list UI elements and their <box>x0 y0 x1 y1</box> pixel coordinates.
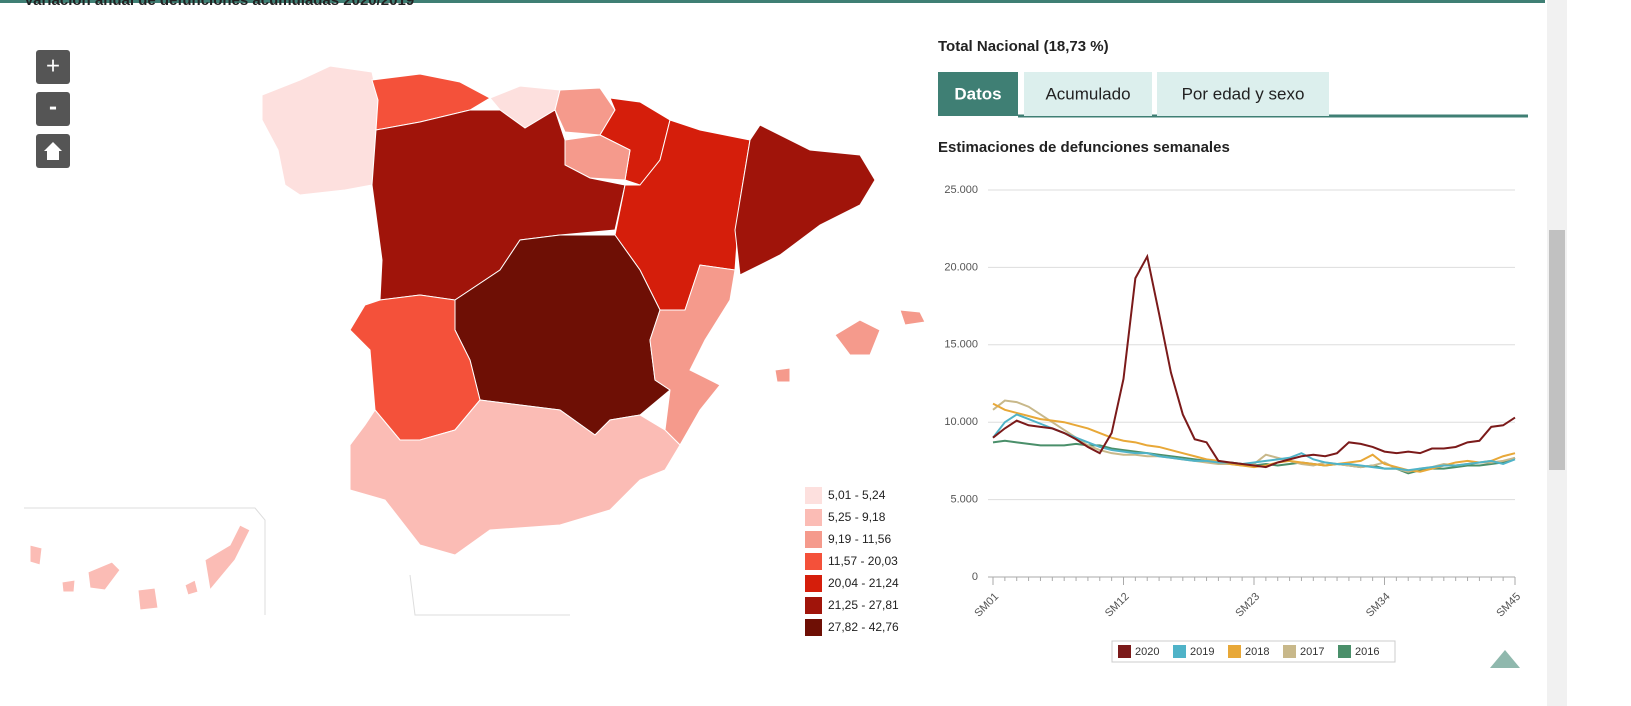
panel-heading: Total Nacional (18,73 %) <box>938 38 1109 55</box>
y-tick-label: 25.000 <box>944 184 978 196</box>
legend-swatch <box>805 597 822 614</box>
legend-label: 2019 <box>1190 646 1214 658</box>
legend-label: 11,57 - 20,03 <box>828 554 898 568</box>
legend-swatch <box>1338 645 1351 658</box>
legend-swatch <box>805 487 822 504</box>
legend-label: 2016 <box>1355 646 1379 658</box>
region <box>349 399 681 556</box>
legend-label: 5,25 - 9,18 <box>828 510 886 524</box>
chart: 0 5.000 10.000 15.000 20.000 25.000 SM01 SM12 SM… <box>944 184 1523 663</box>
scrollbar-thumb[interactable] <box>1549 230 1565 470</box>
region <box>261 65 379 196</box>
legend-swatch <box>805 531 822 548</box>
tabs: Datos Acumulado Por edad y sexo <box>938 72 1329 116</box>
tab-label: Por edad y sexo <box>1182 84 1305 103</box>
map-legend: 5,01 - 5,24 5,25 - 9,18 9,19 - 11,56 11,57 … <box>805 487 899 636</box>
legend-swatch <box>805 509 822 526</box>
top-bar <box>0 0 1545 3</box>
legend-label: 27,82 - 42,76 <box>828 620 899 634</box>
x-tick-label: SM34 <box>1364 591 1393 620</box>
legend-swatch <box>1283 645 1296 658</box>
legend-label: 2017 <box>1300 646 1324 658</box>
legend-label: 5,01 - 5,24 <box>828 488 886 502</box>
zoom-out-button[interactable] <box>36 92 70 126</box>
y-tick-label: 20.000 <box>944 261 978 273</box>
map <box>24 65 926 616</box>
region <box>734 124 876 276</box>
zoom-in-label: + <box>46 52 60 79</box>
region <box>29 524 251 611</box>
legend-label: 20,04 - 21,24 <box>828 576 899 590</box>
chart-title: Estimaciones de defunciones semanales <box>938 139 1230 156</box>
tab[interactable] <box>1157 72 1329 116</box>
tab[interactable] <box>1024 72 1152 116</box>
legend-swatch <box>805 575 822 592</box>
legend-swatch <box>1228 645 1241 658</box>
legend-swatch <box>1118 645 1131 658</box>
inset-frame <box>24 507 266 615</box>
series-line <box>992 413 1516 472</box>
zoom-out-label: - <box>49 93 57 120</box>
x-tick-label: SM45 <box>1494 591 1523 620</box>
legend-label: 21,25 - 27,81 <box>828 598 899 612</box>
legend-swatch <box>1173 645 1186 658</box>
tab-label: Datos <box>954 84 1001 103</box>
legend-swatch <box>805 619 822 636</box>
legend-label: 2020 <box>1135 646 1159 658</box>
x-tick-label: SM23 <box>1233 591 1262 620</box>
tab[interactable] <box>938 72 1018 116</box>
y-tick-label: 5.000 <box>950 494 978 506</box>
zoom-in-button[interactable] <box>36 50 70 84</box>
x-tick-label: SM12 <box>1103 591 1132 620</box>
region <box>774 309 926 383</box>
tab-label: Acumulado <box>1045 84 1130 103</box>
x-tick-label: SM01 <box>972 591 1001 620</box>
y-tick-label: 0 <box>972 571 978 583</box>
y-tick-label: 15.000 <box>944 339 978 351</box>
scroll-top-icon <box>1490 650 1520 668</box>
region <box>649 264 736 446</box>
inset-frame <box>409 574 570 616</box>
legend-swatch <box>805 553 822 570</box>
y-tick-label: 10.000 <box>944 416 978 428</box>
series-line <box>992 253 1516 469</box>
series-line <box>992 402 1516 473</box>
legend-label: 2018 <box>1245 646 1269 658</box>
home-icon <box>44 142 62 160</box>
legend-label: 9,19 - 11,56 <box>828 532 891 546</box>
page-title: Variación anual de defunciones acumulada… <box>24 0 414 9</box>
map-controls: + - <box>36 50 70 168</box>
